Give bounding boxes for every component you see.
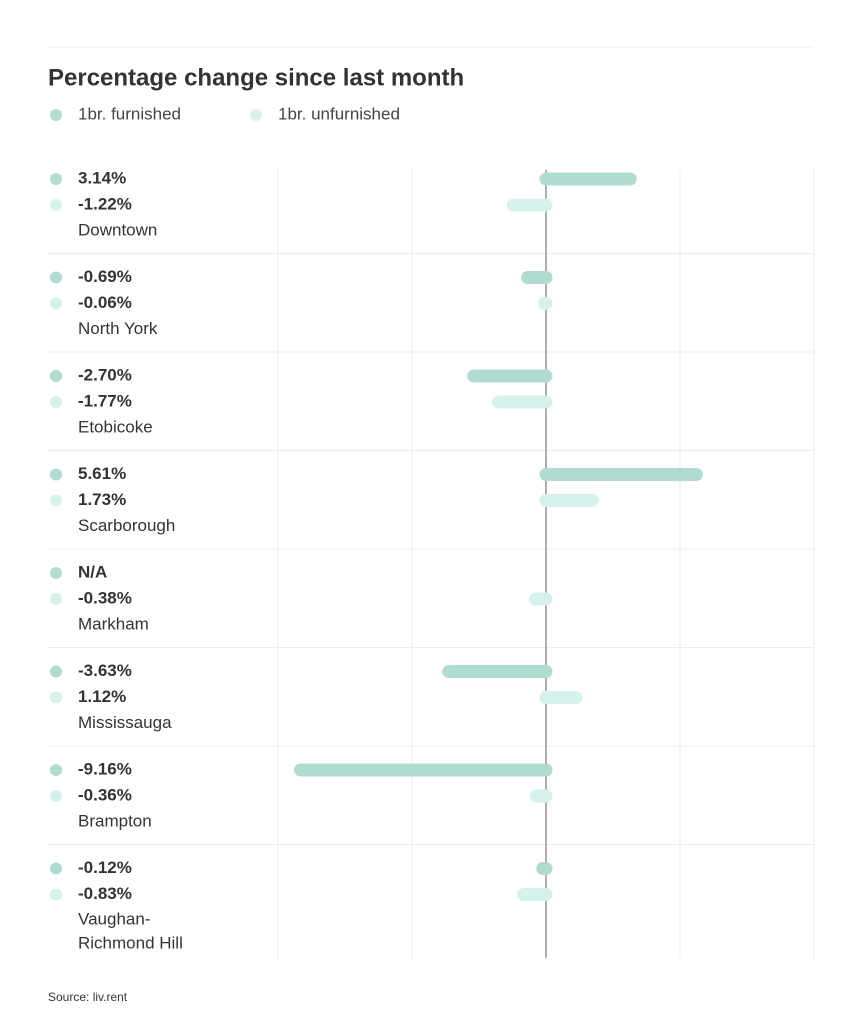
row-swatch <box>50 593 62 605</box>
row-swatch <box>50 790 62 802</box>
value-label: -1.77% <box>78 391 132 410</box>
value-label: -9.16% <box>78 759 132 778</box>
value-label: 5.61% <box>78 464 126 483</box>
row-swatch <box>50 888 62 901</box>
chart-title: Percentage change since last month <box>48 64 464 91</box>
category-label: Vaughan-Richmond Hill <box>78 910 183 953</box>
source: Source: liv.rent <box>48 990 128 1004</box>
row-swatch <box>50 494 62 507</box>
legend-swatch <box>250 109 262 121</box>
row-swatch <box>50 199 62 211</box>
legend-label: 1br. furnished <box>78 104 181 123</box>
row-swatch <box>50 370 62 382</box>
category-label: Downtown <box>78 220 157 239</box>
value-label: 1.73% <box>78 490 126 509</box>
row-swatch <box>50 173 62 185</box>
row-swatch <box>50 468 62 481</box>
row-swatch <box>50 764 62 776</box>
row-swatch <box>50 396 62 408</box>
value-label: -0.06% <box>78 293 132 312</box>
legend-swatch <box>50 109 62 121</box>
value-label: -1.22% <box>78 194 132 213</box>
row-swatch <box>50 271 62 284</box>
value-label: 3.14% <box>78 168 126 187</box>
category-label: Brampton <box>78 811 152 830</box>
row-swatch <box>50 297 62 310</box>
row-swatch <box>50 862 62 875</box>
category-label: North York <box>78 319 158 338</box>
value-label: 1.12% <box>78 687 126 706</box>
value-label: -0.69% <box>78 267 132 286</box>
value-label: -0.12% <box>78 858 132 877</box>
category-label: Markham <box>78 614 149 633</box>
row-swatch <box>50 567 62 579</box>
category-label: Mississauga <box>78 713 172 732</box>
legend-label: 1br. unfurnished <box>278 104 400 123</box>
category-label: Scarborough <box>78 516 175 535</box>
value-label: -2.70% <box>78 365 132 384</box>
value-label: -0.38% <box>78 588 132 607</box>
category-label: Etobicoke <box>78 417 153 436</box>
row-swatch <box>50 665 62 678</box>
value-label: -0.83% <box>78 884 132 903</box>
row-swatch <box>50 691 62 704</box>
value-label: -3.63% <box>78 661 132 680</box>
value-label: N/A <box>78 562 107 581</box>
value-label: -0.36% <box>78 785 132 804</box>
